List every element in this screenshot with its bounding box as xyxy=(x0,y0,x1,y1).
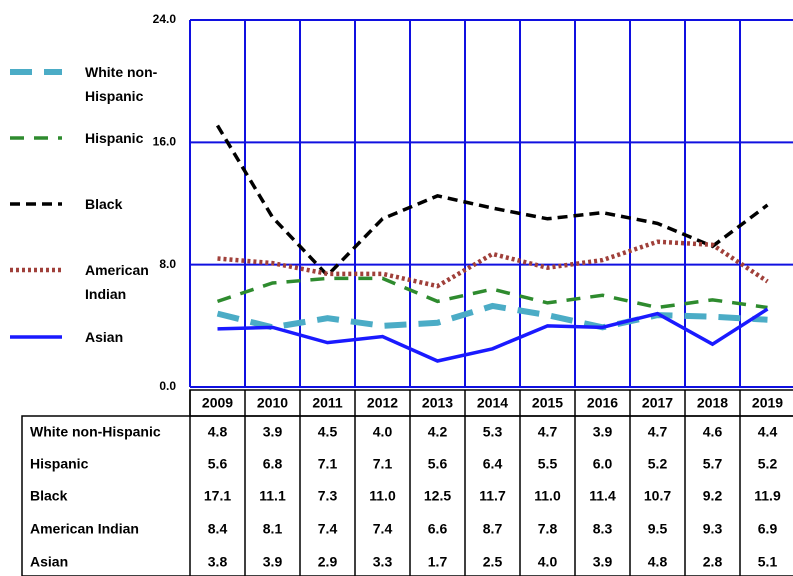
x-tick-label: 2019 xyxy=(752,395,783,411)
table-cell: 4.7 xyxy=(648,424,668,440)
y-tick-label: 0.0 xyxy=(159,379,176,393)
table-frame xyxy=(21,415,793,576)
x-tick-label: 2014 xyxy=(477,395,508,411)
table-cell: 5.5 xyxy=(538,456,558,472)
table-cell: 11.0 xyxy=(534,488,561,504)
table-cell: 4.0 xyxy=(538,554,558,570)
table-row-label: Asian xyxy=(30,554,68,570)
x-tick-label: 2015 xyxy=(532,395,563,411)
table-row-label: Hispanic xyxy=(30,456,89,472)
table-cell: 3.9 xyxy=(593,554,613,570)
table-cell: 7.4 xyxy=(318,521,338,537)
legend-label: White non-Hispanic xyxy=(85,64,158,104)
legend-label: Asian xyxy=(85,329,124,345)
table-cell: 2.8 xyxy=(703,554,723,570)
table-cell: 6.6 xyxy=(428,521,448,537)
table-cell: 3.3 xyxy=(373,554,393,570)
table-cell: 5.3 xyxy=(483,424,503,440)
table-cell: 2.5 xyxy=(483,554,503,570)
table-cell: 11.7 xyxy=(479,488,506,504)
x-tick-label: 2010 xyxy=(257,395,288,411)
table-cell: 7.3 xyxy=(318,488,338,504)
table-cell: 3.8 xyxy=(208,554,228,570)
table-cell: 8.3 xyxy=(593,521,613,537)
table-cell: 1.7 xyxy=(428,554,448,570)
table-cell: 7.1 xyxy=(318,456,338,472)
table-cell: 17.1 xyxy=(204,488,231,504)
table-cell: 5.6 xyxy=(428,456,448,472)
table-cell: 4.4 xyxy=(758,424,778,440)
table-cell: 4.8 xyxy=(648,554,668,570)
table-row-label: American Indian xyxy=(30,521,139,537)
table-cell: 11.1 xyxy=(259,488,286,504)
table-cell: 3.9 xyxy=(593,424,613,440)
table-row-label: Black xyxy=(30,488,68,504)
table-cell: 6.0 xyxy=(593,456,613,472)
table-cell: 8.1 xyxy=(263,521,283,537)
table-cell: 9.2 xyxy=(703,488,723,504)
legend-label: American Indian xyxy=(85,262,149,302)
x-tick-label: 2013 xyxy=(422,395,453,411)
table-cell: 6.4 xyxy=(483,456,503,472)
table-cell: 11.0 xyxy=(369,488,396,504)
table-cell: 9.5 xyxy=(648,521,668,537)
table-cell: 5.2 xyxy=(648,456,668,472)
table-cell: 4.0 xyxy=(373,424,393,440)
series-line xyxy=(217,307,769,363)
table-cell: 6.8 xyxy=(263,456,283,472)
table-cell: 11.9 xyxy=(754,488,781,504)
y-tick-label: 24.0 xyxy=(153,12,177,26)
table-cell: 4.7 xyxy=(538,424,558,440)
x-tick-label: 2018 xyxy=(697,395,728,411)
table-cell: 4.6 xyxy=(703,424,723,440)
table-cell: 10.7 xyxy=(644,488,671,504)
legend-label: Hispanic xyxy=(85,130,144,146)
x-tick-label: 2012 xyxy=(367,395,398,411)
x-tick-label: 2016 xyxy=(587,395,618,411)
table-cell: 11.4 xyxy=(589,488,616,504)
table-cell: 4.8 xyxy=(208,424,228,440)
x-tick-label: 2017 xyxy=(642,395,673,411)
x-tick-label: 2009 xyxy=(202,395,233,411)
table-cell: 4.5 xyxy=(318,424,338,440)
y-tick-label: 8.0 xyxy=(159,257,176,271)
series-line xyxy=(217,239,769,289)
table-cell: 9.3 xyxy=(703,521,723,537)
table-cell: 8.4 xyxy=(208,521,228,537)
table-cell: 5.6 xyxy=(208,456,228,472)
table-cell: 7.1 xyxy=(373,456,393,472)
table-cell: 3.9 xyxy=(263,424,283,440)
table-cell: 4.2 xyxy=(428,424,448,440)
table-cell: 3.9 xyxy=(263,554,283,570)
table-cell: 8.7 xyxy=(483,521,503,537)
table-cell: 5.7 xyxy=(703,456,723,472)
table-row-label: White non-Hispanic xyxy=(30,424,161,440)
table-cell: 7.4 xyxy=(373,521,393,537)
table-cell: 5.2 xyxy=(758,456,778,472)
table-cell: 7.8 xyxy=(538,521,558,537)
y-tick-label: 16.0 xyxy=(153,135,177,149)
series-line xyxy=(215,124,769,278)
table-cell: 6.9 xyxy=(758,521,778,537)
legend-label: Black xyxy=(85,196,123,212)
table-cell: 2.9 xyxy=(318,554,338,570)
x-tick-label: 2011 xyxy=(312,395,343,411)
table-cell: 5.1 xyxy=(758,554,778,570)
table-cell: 12.5 xyxy=(424,488,451,504)
series-line xyxy=(216,302,768,331)
